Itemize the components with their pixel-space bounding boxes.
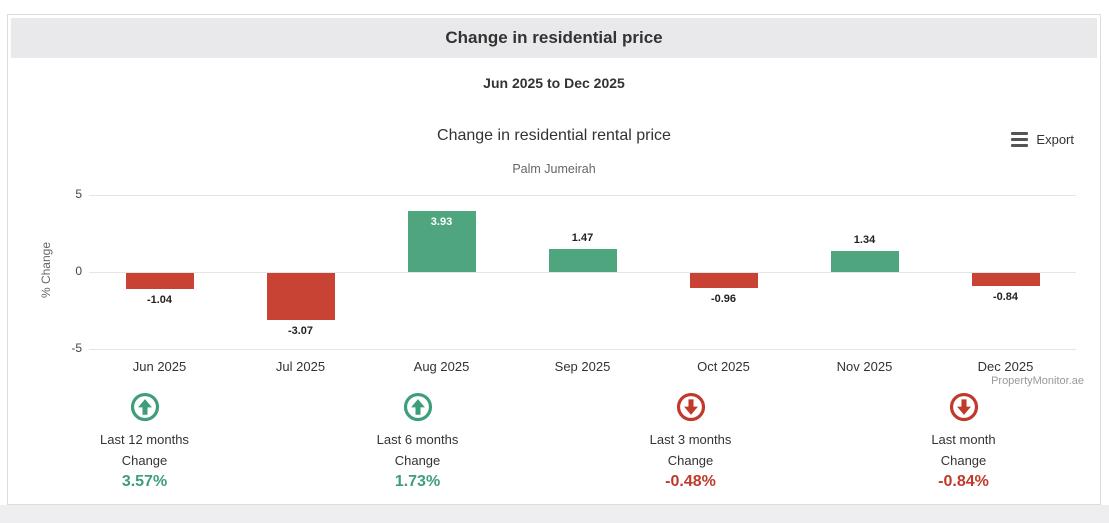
bar-dec-2025[interactable]: [971, 273, 1040, 286]
circle-arrow-up-icon: [130, 392, 160, 422]
bar-sep-2025[interactable]: [548, 249, 617, 272]
stat-period-label: Last 12 months: [100, 432, 189, 447]
bar-value-label: 3.93: [430, 216, 453, 228]
bar-value-label: -3.07: [287, 325, 314, 337]
bar-value-label: 1.34: [853, 234, 876, 246]
x-axis-label: Oct 2025: [697, 359, 750, 374]
x-axis-label: Sep 2025: [554, 359, 611, 374]
page-background-strip: [0, 505, 1109, 523]
bar-jun-2025[interactable]: [125, 273, 194, 289]
stat-value: -0.48%: [665, 473, 716, 490]
bar-jul-2025[interactable]: [266, 273, 335, 320]
stat-period-label: Last 3 months: [649, 432, 732, 447]
bar-oct-2025[interactable]: [689, 273, 758, 288]
stat-change-label: Change: [940, 453, 987, 468]
page-title: Change in residential price: [445, 28, 663, 47]
bar-nov-2025[interactable]: [830, 251, 899, 272]
chart-subtitle: Palm Jumeirah: [512, 162, 596, 176]
x-axis-label: Jun 2025: [132, 359, 187, 374]
summary-stats-row: Last 12 months Change 3.57% Last 6 month…: [8, 392, 1100, 491]
chart-card: Change in residential price Jun 2025 to …: [7, 14, 1101, 505]
gridline: [89, 349, 1076, 350]
x-axis-label: Aug 2025: [413, 359, 470, 374]
stat-period-label: Last 6 months: [376, 432, 459, 447]
stat-value: 3.57%: [121, 473, 168, 490]
card-header: Change in residential price: [11, 18, 1097, 58]
stat-last-3-months: Last 3 months Change -0.48%: [554, 392, 827, 491]
bar-value-label: 1.47: [571, 232, 594, 244]
y-axis-tick-label: 0: [75, 264, 82, 278]
date-range-subtitle: Jun 2025 to Dec 2025: [483, 75, 625, 91]
export-label: Export: [1036, 132, 1074, 147]
gridline: [89, 272, 1076, 273]
hamburger-menu-icon: [1011, 132, 1029, 147]
stat-change-label: Change: [394, 453, 441, 468]
circle-arrow-down-icon: [949, 392, 979, 422]
stat-change-label: Change: [121, 453, 168, 468]
stat-value: -0.84%: [938, 473, 989, 490]
circle-arrow-down-icon: [676, 392, 706, 422]
watermark-credits-link[interactable]: PropertyMonitor.ae: [991, 375, 1084, 387]
plot-area: 5 0 -5 -1.04 Jun 2025 -3.07 Jul 2025 3.93 Aug 20…: [8, 15, 1100, 504]
chart-title: Change in residential rental price: [437, 127, 671, 144]
y-axis-tick-label: 5: [75, 187, 82, 201]
gridline: [89, 195, 1076, 196]
bar-value-label: -0.84: [992, 291, 1019, 303]
stat-change-label: Change: [667, 453, 714, 468]
x-axis-label: Nov 2025: [836, 359, 893, 374]
stat-value: 1.73%: [394, 473, 441, 490]
stat-last-6-months: Last 6 months Change 1.73%: [281, 392, 554, 491]
bar-value-label: -0.96: [710, 293, 737, 305]
circle-arrow-up-icon: [403, 392, 433, 422]
stat-last-month: Last month Change -0.84%: [827, 392, 1100, 491]
bar-value-label: -1.04: [146, 294, 173, 306]
y-axis-tick-label: -5: [71, 341, 82, 355]
stat-period-label: Last month: [931, 432, 996, 447]
stat-last-12-months: Last 12 months Change 3.57%: [8, 392, 281, 491]
export-button[interactable]: Export: [1011, 132, 1074, 147]
x-axis-label: Dec 2025: [977, 359, 1034, 374]
x-axis-label: Jul 2025: [275, 359, 326, 374]
bar-aug-2025[interactable]: [407, 211, 476, 272]
